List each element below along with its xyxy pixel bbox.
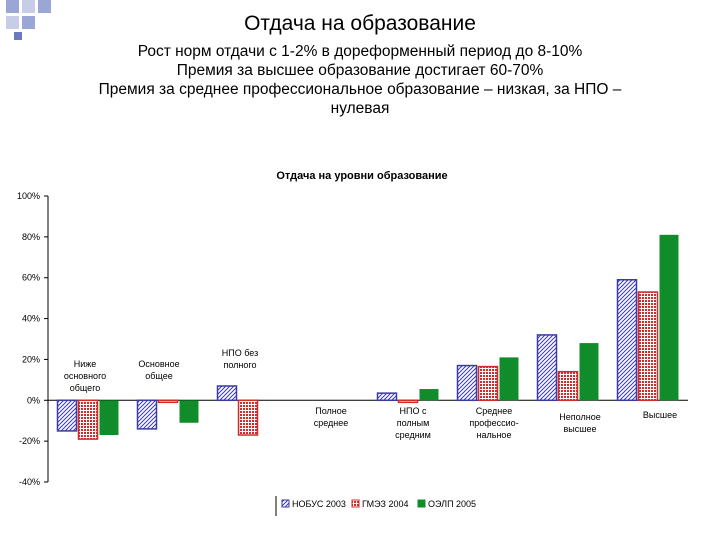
- category-label: полного: [224, 360, 257, 370]
- chart-title: Отдача на уровни образование: [276, 170, 447, 182]
- y-tick-label: 60%: [22, 273, 40, 283]
- bar: [179, 400, 199, 423]
- bar: [77, 399, 99, 440]
- y-tick-label: 20%: [22, 354, 40, 364]
- category-label: полным: [397, 418, 430, 428]
- category-label: профессио-: [469, 418, 518, 428]
- bar: [397, 399, 419, 404]
- bullet-line: Премия за среднее профессиональное образ…: [98, 81, 622, 98]
- category-label: НПО без: [222, 348, 258, 358]
- legend-swatch: [417, 499, 426, 508]
- legend: НОБУС 2003 ГМЭЗ 2004 ОЭЛП 2005: [275, 496, 476, 516]
- category-label: средним: [395, 430, 431, 440]
- y-tick-label: 100%: [17, 191, 40, 201]
- bar: [419, 389, 439, 401]
- category-label: Высшее: [643, 410, 677, 420]
- slide-title: Отдача на образование: [244, 12, 476, 35]
- bar: [659, 234, 679, 401]
- bar: [536, 334, 558, 402]
- slide-bullets: Рост норм отдачи с 1-2% в дореформенный …: [40, 42, 680, 118]
- bullet-line: Рост норм отдачи с 1-2% в дореформенный …: [137, 43, 583, 60]
- bar: [456, 364, 478, 402]
- category-label: Неполное: [559, 412, 600, 422]
- bar: [56, 399, 78, 432]
- bar: [237, 399, 259, 436]
- category-label: Основное: [138, 359, 179, 369]
- category-label: среднее: [314, 418, 349, 428]
- bar: [136, 399, 158, 430]
- bar: [376, 392, 398, 402]
- y-tick-label: -40%: [19, 477, 40, 487]
- category-labels: Ниже основного общего Основное общее НПО без п…: [64, 348, 677, 440]
- y-tick-label: -20%: [19, 436, 40, 446]
- legend-swatch: [281, 499, 290, 508]
- y-tick-label: 80%: [22, 232, 40, 242]
- bar: [216, 385, 238, 402]
- bullet-line: Премия за высшее образование достигает 6…: [176, 62, 544, 79]
- category-label: нальное: [477, 430, 512, 440]
- category-label: Ниже: [74, 359, 97, 369]
- bar: [637, 291, 659, 402]
- legend-label: ОЭЛП 2005: [428, 499, 476, 509]
- corner-decoration: [0, 0, 60, 40]
- bar: [99, 400, 119, 436]
- category-label: НПО с: [400, 406, 427, 416]
- legend-label: ГМЭЗ 2004: [362, 499, 409, 509]
- bar: [499, 357, 519, 401]
- legend-swatch: [351, 499, 360, 508]
- axis-group: 100% 80% 60% 40% 20% 0% -20% -40%: [17, 191, 688, 487]
- y-tick-label: 0%: [27, 395, 40, 405]
- bar: [557, 370, 579, 402]
- category-label: общее: [145, 371, 172, 381]
- legend-label: НОБУС 2003: [292, 499, 346, 509]
- bar: [616, 279, 638, 402]
- category-label: Полное: [315, 406, 347, 416]
- bar: [157, 399, 179, 404]
- category-label: высшее: [564, 424, 597, 434]
- category-label: Среднее: [476, 406, 513, 416]
- category-label: общего: [70, 383, 101, 393]
- bar: [477, 365, 499, 402]
- bars-group: [56, 234, 679, 440]
- bullet-line: нулевая: [330, 100, 390, 117]
- y-tick-label: 40%: [22, 314, 40, 324]
- bar: [579, 343, 599, 401]
- category-label: основного: [64, 371, 106, 381]
